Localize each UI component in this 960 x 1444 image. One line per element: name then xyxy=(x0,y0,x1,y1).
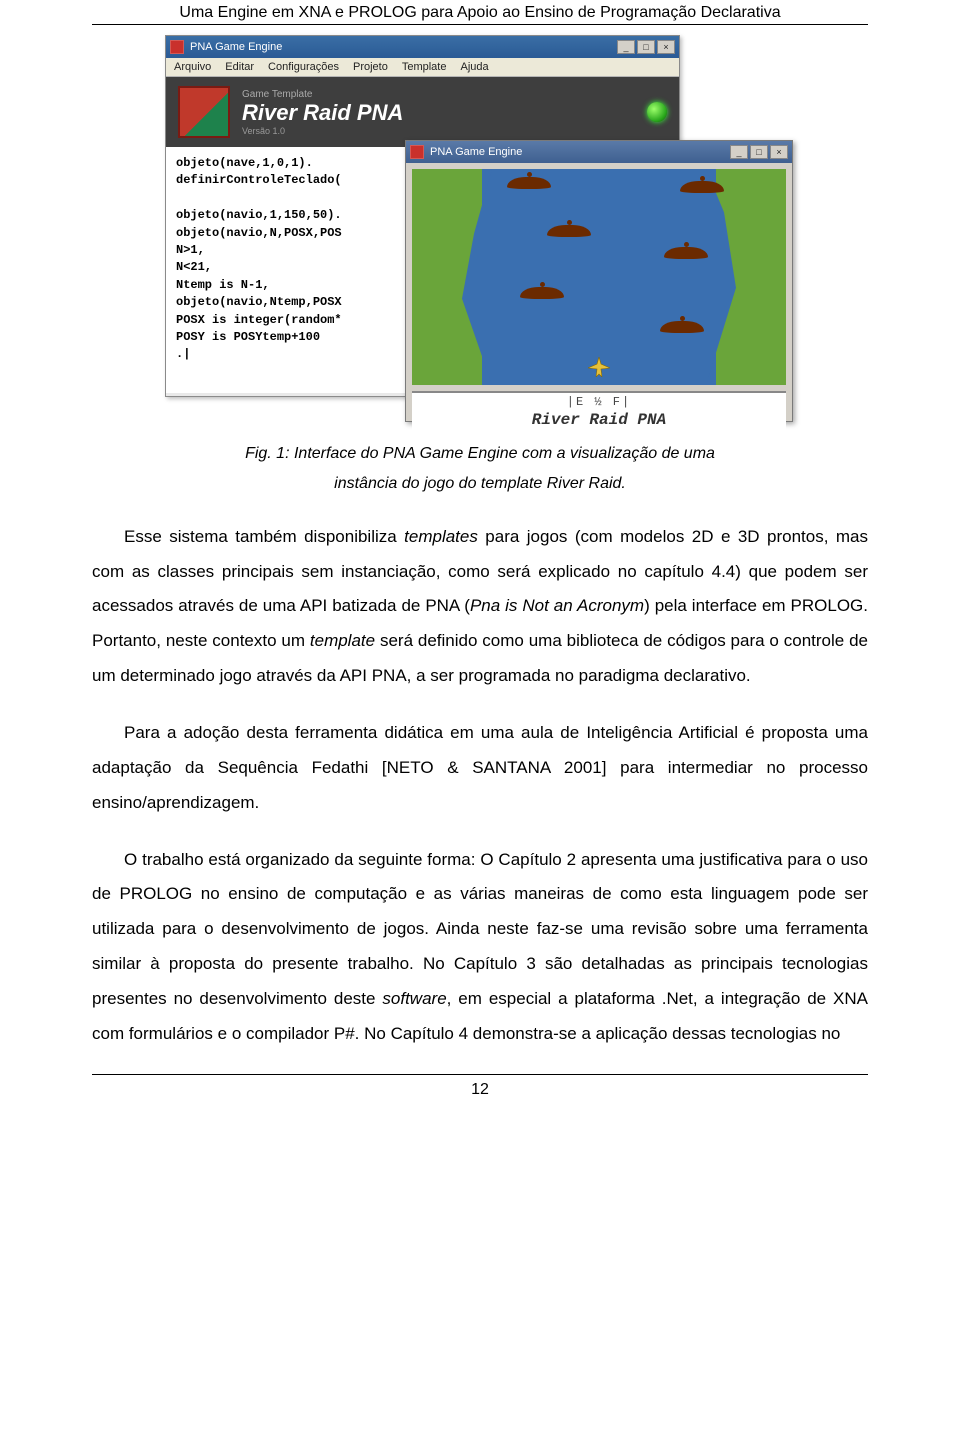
figure-1: PNA Game Engine _ □ × Arquivo Editar Con… xyxy=(160,35,800,425)
maximize-button[interactable]: □ xyxy=(637,40,655,54)
close-button[interactable]: × xyxy=(657,40,675,54)
menu-item[interactable]: Projeto xyxy=(353,61,388,73)
menu-item[interactable]: Template xyxy=(402,61,447,73)
enemy-boat-icon xyxy=(507,177,551,189)
app-icon xyxy=(410,145,424,159)
enemy-boat-icon xyxy=(547,225,591,237)
banner-version: Versão 1.0 xyxy=(242,126,403,136)
banner-subtitle: Game Template xyxy=(242,89,403,100)
hud: |E ½ F| River Raid PNA xyxy=(412,391,786,432)
river xyxy=(482,169,716,385)
boxart-icon xyxy=(178,86,230,138)
banner-title: River Raid PNA xyxy=(242,100,403,126)
running-header: Uma Engine em XNA e PROLOG para Apoio ao… xyxy=(92,0,868,24)
status-led-icon xyxy=(647,102,667,122)
game-canvas xyxy=(412,169,786,385)
close-button[interactable]: × xyxy=(770,145,788,159)
maximize-button[interactable]: □ xyxy=(750,145,768,159)
game-window: PNA Game Engine _ □ × |E ½ F| River Raid… xyxy=(405,140,793,422)
ide-titlebar[interactable]: PNA Game Engine _ □ × xyxy=(166,36,679,58)
enemy-boat-icon xyxy=(660,321,704,333)
footer-rule xyxy=(92,1074,868,1075)
player-plane-icon xyxy=(588,357,610,377)
enemy-boat-icon xyxy=(664,247,708,259)
game-window-title: PNA Game Engine xyxy=(430,146,522,158)
minimize-button[interactable]: _ xyxy=(617,40,635,54)
menu-item[interactable]: Arquivo xyxy=(174,61,211,73)
template-banner: Game Template River Raid PNA Versão 1.0 xyxy=(166,77,679,147)
fuel-gauge: |E ½ F| xyxy=(412,393,786,411)
ide-title: PNA Game Engine xyxy=(190,41,282,53)
page-number: 12 xyxy=(92,1081,868,1099)
paragraph-3: O trabalho está organizado da seguinte f… xyxy=(92,843,868,1052)
app-icon xyxy=(170,40,184,54)
enemy-boat-icon xyxy=(520,287,564,299)
minimize-button[interactable]: _ xyxy=(730,145,748,159)
header-rule xyxy=(92,24,868,25)
paragraph-1: Esse sistema também disponibiliza templa… xyxy=(92,520,868,694)
game-titlebar[interactable]: PNA Game Engine _ □ × xyxy=(406,141,792,163)
menu-item[interactable]: Editar xyxy=(225,61,254,73)
hud-game-title: River Raid PNA xyxy=(412,411,786,432)
menu-item[interactable]: Ajuda xyxy=(460,61,488,73)
ide-menubar: Arquivo Editar Configurações Projeto Tem… xyxy=(166,58,679,77)
enemy-boat-icon xyxy=(680,181,724,193)
menu-item[interactable]: Configurações xyxy=(268,61,339,73)
paragraph-2: Para a adoção desta ferramenta didática … xyxy=(92,716,868,821)
figure-caption: Fig. 1: Interface do PNA Game Engine com… xyxy=(92,439,868,500)
